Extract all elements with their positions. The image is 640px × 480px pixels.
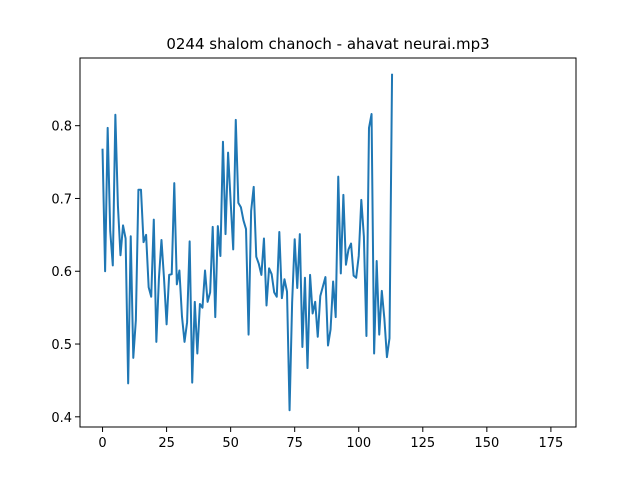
x-tick-label: 0 [98,436,106,451]
y-tick-label: 0.8 [51,120,72,135]
x-tick-label: 125 [410,436,435,451]
x-tick-label: 100 [346,436,371,451]
x-tick-label: 150 [474,436,499,451]
x-tick-label: 75 [286,436,303,451]
plot-frame [79,57,577,428]
y-tick-label: 0.5 [51,338,72,353]
y-tick-label: 0.7 [51,192,72,207]
series-line [101,73,394,412]
y-tick-label: 0.4 [51,411,72,426]
x-tick-label: 25 [158,436,175,451]
y-tick-label: 0.6 [51,265,72,280]
x-tick-label: 50 [222,436,239,451]
chart-title: 0244 shalom chanoch - ahavat neurai.mp3 [166,35,489,53]
x-tick-label: 175 [538,436,563,451]
